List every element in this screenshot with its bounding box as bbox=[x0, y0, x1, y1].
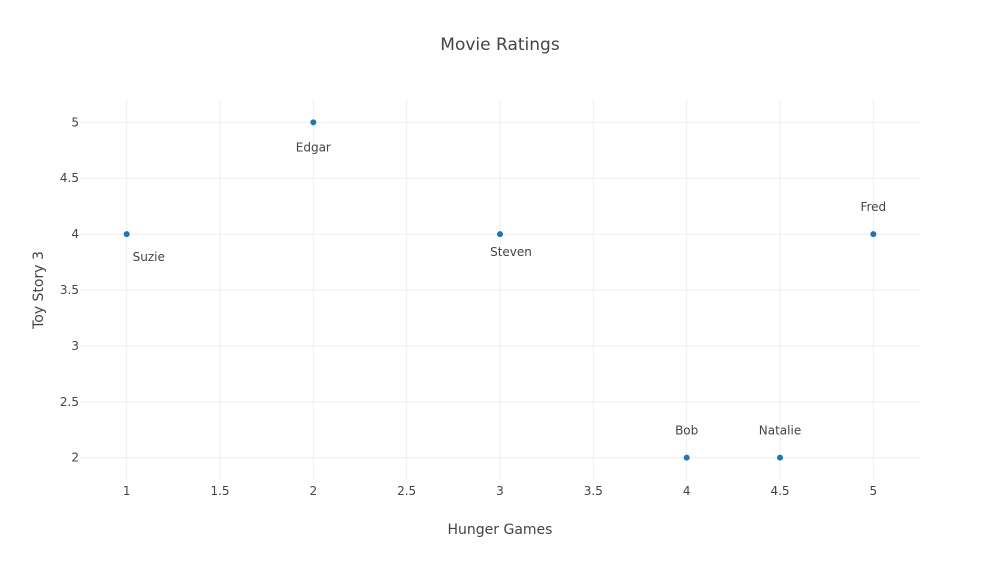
x-tick-label: 1 bbox=[123, 484, 131, 498]
x-tick-label: 1.5 bbox=[210, 484, 229, 498]
data-point-label: Steven bbox=[490, 245, 532, 259]
y-tick-label: 3 bbox=[71, 339, 79, 353]
x-tick-label: 2.5 bbox=[397, 484, 416, 498]
data-point-label: Fred bbox=[860, 200, 886, 214]
y-tick-label: 4 bbox=[71, 227, 79, 241]
data-point-labels: Suzie Edgar Steven Bob Natalie Fred bbox=[133, 140, 887, 437]
data-point bbox=[870, 231, 877, 238]
data-points bbox=[123, 119, 877, 461]
y-axis-ticks: 2 2.5 3 3.5 4 4.5 5 bbox=[60, 115, 79, 464]
data-point bbox=[777, 454, 783, 461]
data-point-label: Bob bbox=[675, 424, 698, 438]
data-point bbox=[497, 231, 503, 238]
x-axis-title: Hunger Games bbox=[448, 522, 553, 538]
data-point-label: Edgar bbox=[296, 140, 331, 154]
data-point-label: Natalie bbox=[759, 424, 801, 438]
y-tick-label: 2.5 bbox=[60, 395, 79, 409]
y-tick-label: 5 bbox=[71, 115, 79, 129]
data-point-label: Suzie bbox=[133, 250, 165, 264]
chart-title: Movie Ratings bbox=[440, 35, 560, 55]
data-point bbox=[310, 119, 317, 126]
x-tick-label: 3.5 bbox=[584, 484, 603, 498]
x-tick-label: 5 bbox=[870, 484, 878, 498]
x-tick-label: 4.5 bbox=[770, 484, 789, 498]
data-point bbox=[683, 454, 690, 461]
x-tick-label: 4 bbox=[683, 484, 691, 498]
x-tick-label: 3 bbox=[496, 484, 504, 498]
y-tick-label: 2 bbox=[71, 451, 79, 465]
y-tick-label: 4.5 bbox=[60, 171, 79, 185]
data-point bbox=[123, 231, 130, 238]
x-axis-ticks: 1 1.5 2 2.5 3 3.5 4 4.5 5 bbox=[123, 484, 877, 498]
x-tick-label: 2 bbox=[310, 484, 318, 498]
y-axis-title: Toy Story 3 bbox=[31, 251, 47, 330]
y-tick-label: 3.5 bbox=[60, 283, 79, 297]
